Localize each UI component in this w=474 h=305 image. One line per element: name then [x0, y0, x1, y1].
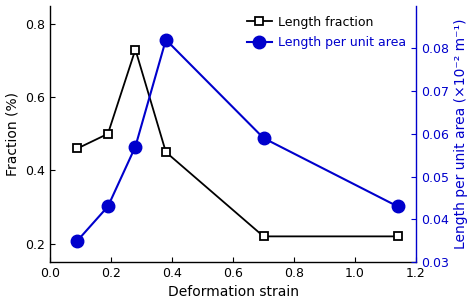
Length per unit area: [105, 205, 111, 208]
Length fraction: [74, 147, 80, 150]
Length per unit area: [133, 145, 138, 149]
Length per unit area: [261, 136, 266, 140]
Length fraction: [133, 48, 138, 51]
Y-axis label: Length per unit area (×10⁻² m⁻¹): Length per unit area (×10⁻² m⁻¹): [455, 19, 468, 249]
Length per unit area: [395, 205, 401, 208]
Length fraction: [105, 132, 111, 136]
Y-axis label: Fraction (%): Fraction (%): [6, 92, 19, 176]
Length fraction: [261, 235, 266, 238]
Line: Length fraction: Length fraction: [73, 45, 402, 241]
Line: Length per unit area: Length per unit area: [71, 34, 404, 247]
Legend: Length fraction, Length per unit area: Length fraction, Length per unit area: [243, 12, 410, 53]
Length fraction: [163, 150, 169, 154]
Length per unit area: [74, 239, 80, 242]
X-axis label: Deformation strain: Deformation strain: [167, 285, 299, 300]
Length fraction: [395, 235, 401, 238]
Length per unit area: [163, 38, 169, 41]
